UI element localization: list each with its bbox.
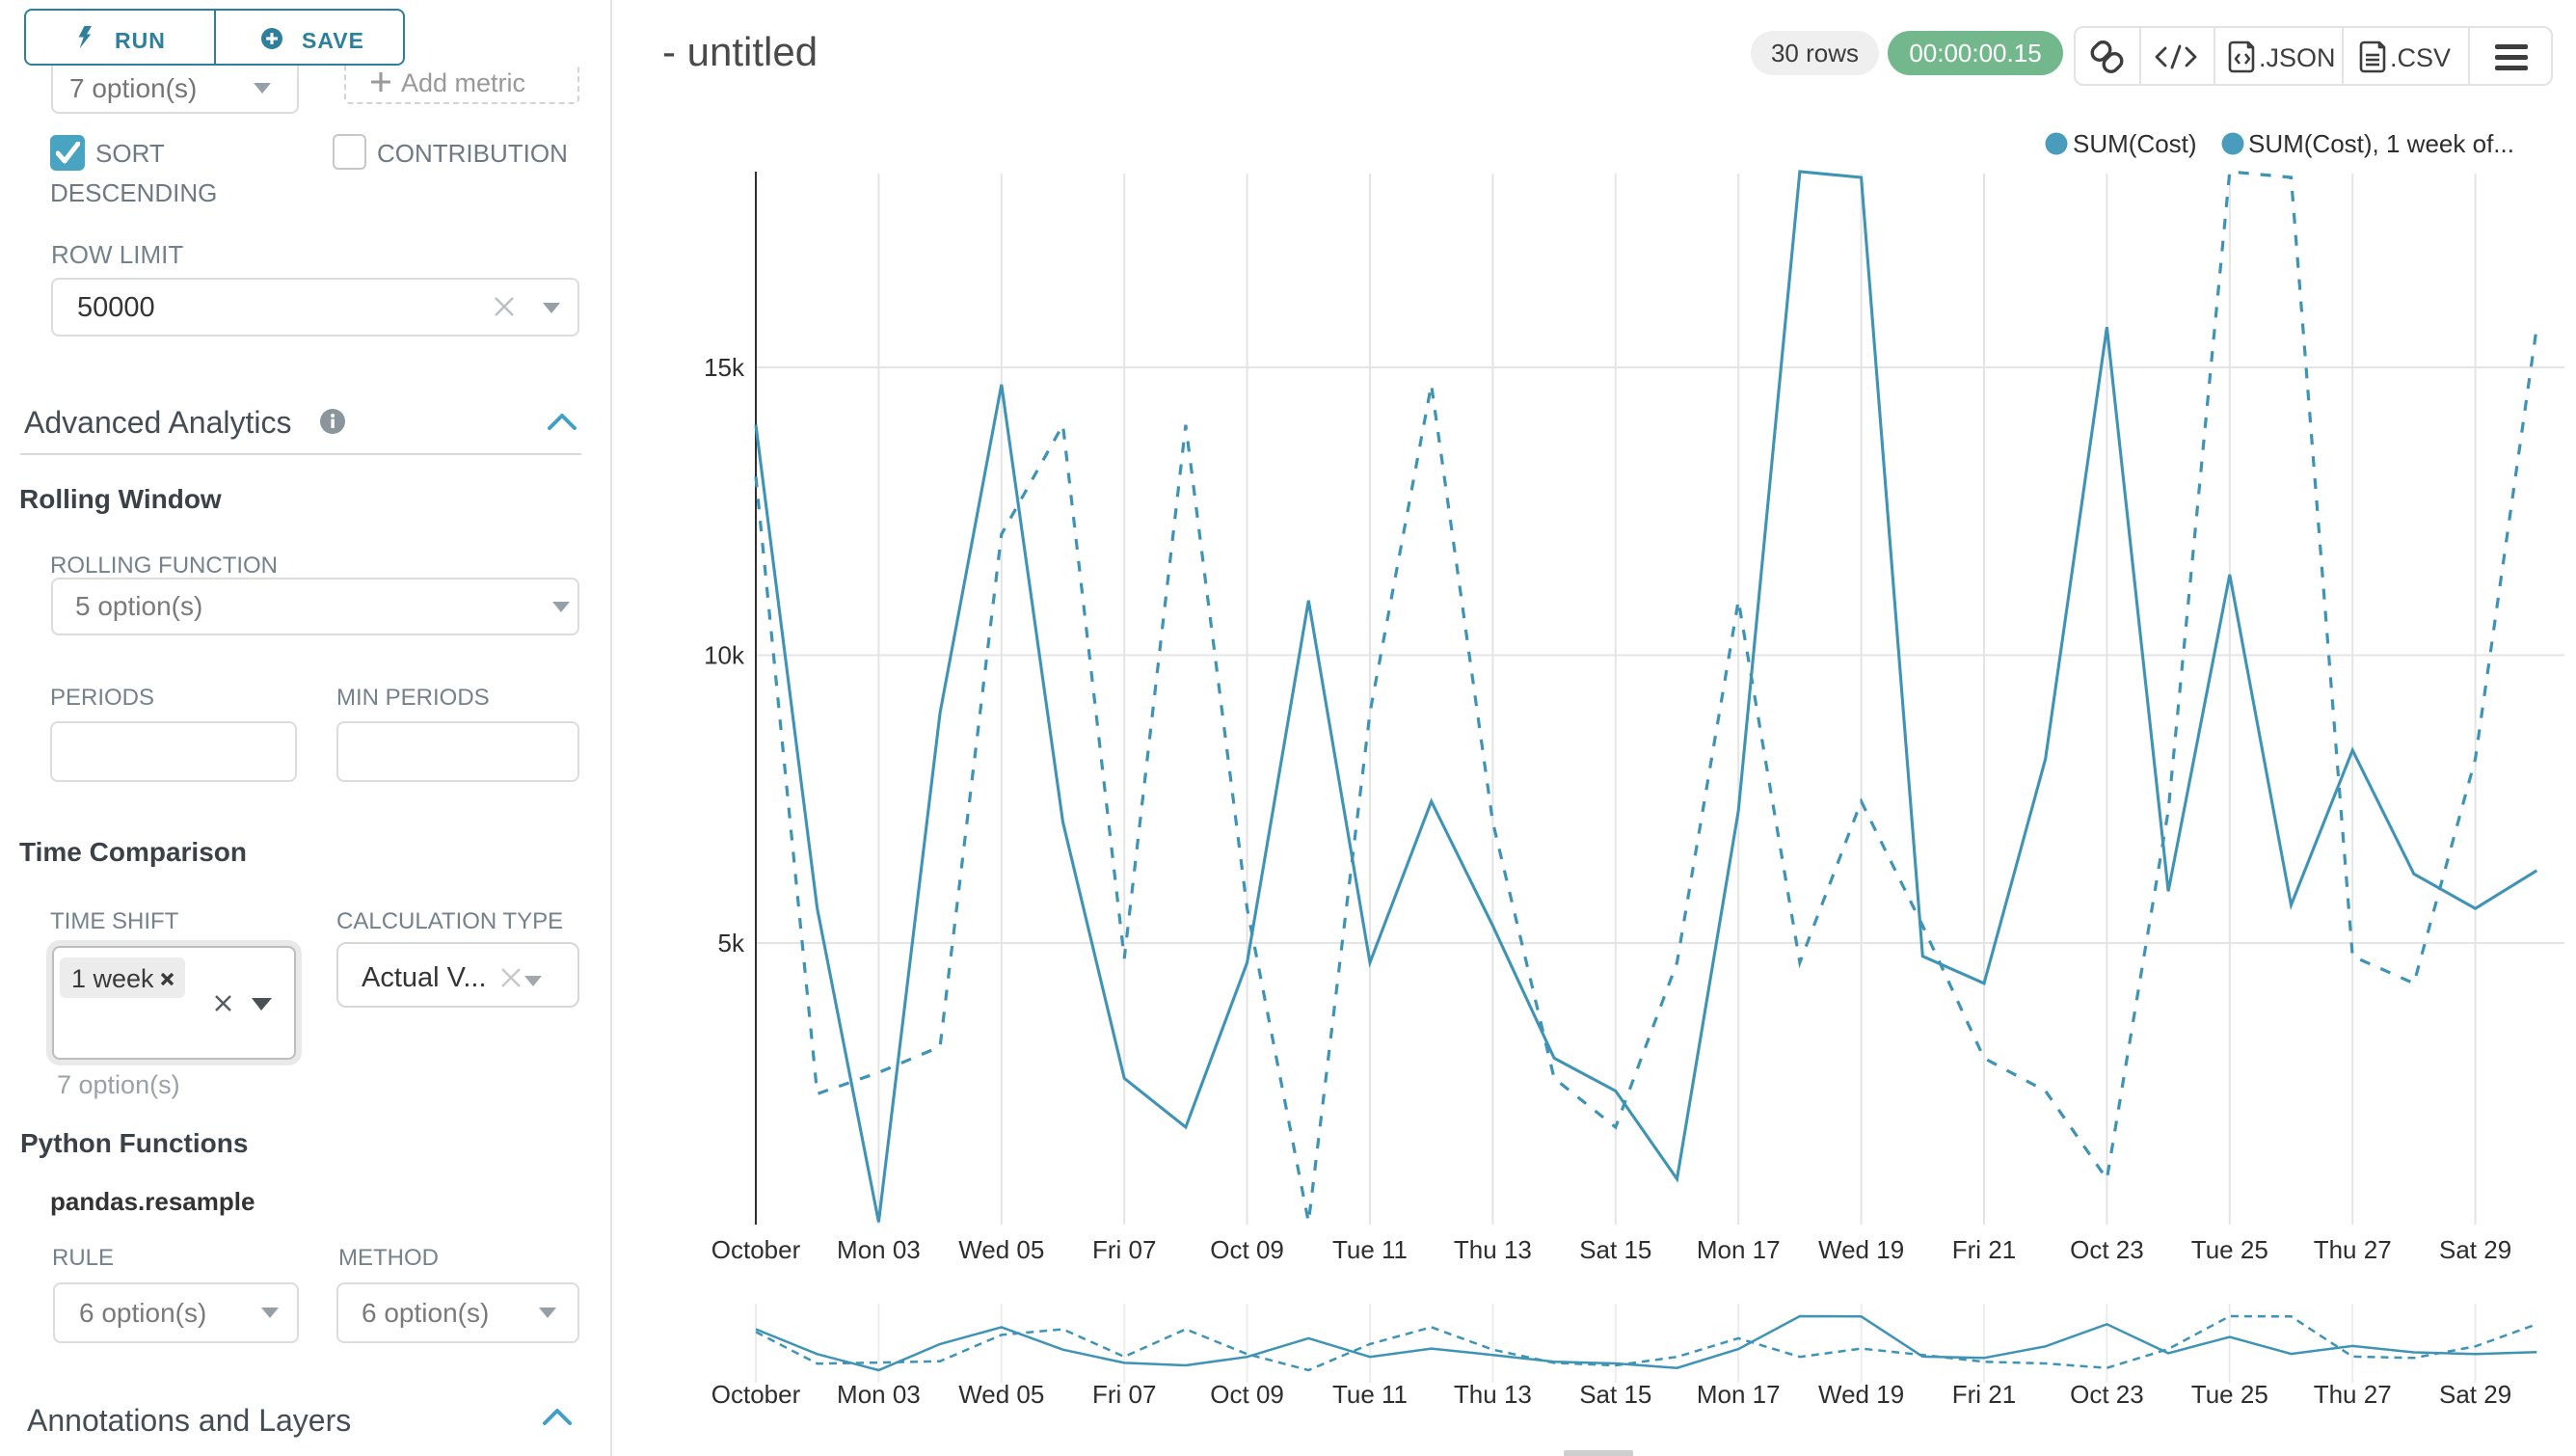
svg-text:10k: 10k xyxy=(704,641,745,670)
svg-text:Wed 05: Wed 05 xyxy=(958,1380,1044,1409)
svg-text:October: October xyxy=(711,1380,801,1409)
svg-text:Oct 09: Oct 09 xyxy=(1210,1380,1284,1409)
svg-text:SUM(Cost), 1 week of...: SUM(Cost), 1 week of... xyxy=(2248,129,2514,158)
svg-text:Mon 17: Mon 17 xyxy=(1697,1235,1781,1264)
svg-text:Thu 27: Thu 27 xyxy=(2314,1380,2392,1409)
svg-text:Tue 25: Tue 25 xyxy=(2191,1235,2268,1264)
svg-text:5k: 5k xyxy=(718,929,745,957)
svg-text:15k: 15k xyxy=(704,353,745,382)
svg-text:Oct 23: Oct 23 xyxy=(2070,1380,2144,1409)
svg-text:Sat 29: Sat 29 xyxy=(2439,1380,2511,1409)
svg-text:Wed 19: Wed 19 xyxy=(1818,1380,1904,1409)
svg-text:.JSON: .JSON xyxy=(2259,43,2336,72)
svg-text:Tue 11: Tue 11 xyxy=(1332,1380,1408,1409)
svg-text:Sat 15: Sat 15 xyxy=(1579,1380,1651,1409)
svg-text:Mon 17: Mon 17 xyxy=(1697,1380,1781,1409)
svg-text:Fri 07: Fri 07 xyxy=(1092,1235,1156,1264)
svg-text:October: October xyxy=(711,1235,801,1264)
svg-text:Mon 03: Mon 03 xyxy=(837,1380,921,1409)
svg-text:SUM(Cost): SUM(Cost) xyxy=(2073,129,2197,158)
svg-text:Thu 13: Thu 13 xyxy=(1454,1380,1532,1409)
svg-text:Wed 05: Wed 05 xyxy=(958,1235,1044,1264)
svg-text:Oct 23: Oct 23 xyxy=(2070,1235,2144,1264)
svg-text:Thu 27: Thu 27 xyxy=(2314,1235,2392,1264)
svg-text:Sat 15: Sat 15 xyxy=(1579,1235,1651,1264)
svg-text:Tue 11: Tue 11 xyxy=(1332,1235,1408,1264)
svg-text:Tue 25: Tue 25 xyxy=(2191,1380,2268,1409)
svg-text:Fri 07: Fri 07 xyxy=(1092,1380,1156,1409)
svg-text:Wed 19: Wed 19 xyxy=(1818,1235,1904,1264)
svg-text:Thu 13: Thu 13 xyxy=(1454,1235,1532,1264)
svg-text:Mon 03: Mon 03 xyxy=(837,1235,921,1264)
svg-text:.CSV: .CSV xyxy=(2390,43,2451,72)
svg-text:Fri 21: Fri 21 xyxy=(1952,1380,2016,1409)
svg-text:Oct 09: Oct 09 xyxy=(1210,1235,1284,1264)
svg-text:Sat 29: Sat 29 xyxy=(2439,1235,2511,1264)
svg-text:Fri 21: Fri 21 xyxy=(1952,1235,2016,1264)
